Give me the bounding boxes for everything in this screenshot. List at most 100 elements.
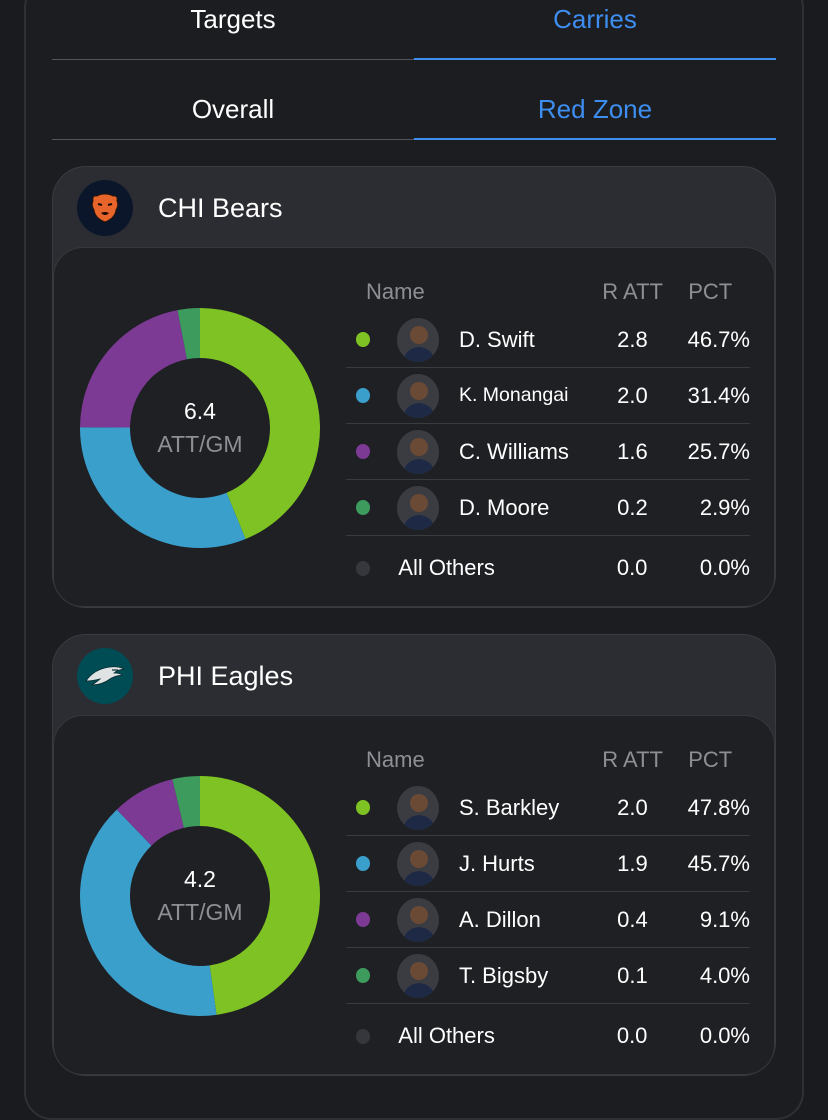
header-pct: PCT bbox=[688, 279, 733, 304]
team-name: CHI Bears bbox=[158, 192, 283, 223]
table-row[interactable]: C. Williams 1.6 25.7% bbox=[346, 424, 750, 480]
player-name: A. Dillon bbox=[458, 906, 541, 932]
player-photo-icon bbox=[403, 793, 436, 830]
series-dot bbox=[356, 800, 371, 815]
player-photo-icon bbox=[403, 961, 436, 998]
player-pct: 45.7% bbox=[687, 850, 750, 876]
player-name: K. Monangai bbox=[458, 384, 569, 406]
player-ratt: 0.2 bbox=[617, 494, 648, 520]
table-row[interactable]: T. Bigsby 0.1 4.0% bbox=[346, 948, 750, 1004]
player-table: Name R ATT PCT D. Swift 2.8 46.7% K. Mon… bbox=[346, 272, 750, 600]
series-dot bbox=[356, 968, 371, 983]
series-dot bbox=[356, 912, 371, 927]
table-row[interactable]: J. Hurts 1.9 45.7% bbox=[346, 836, 750, 892]
player-name: D. Swift bbox=[458, 326, 535, 352]
player-photo-icon bbox=[403, 493, 436, 530]
player-pct: 4.0% bbox=[699, 962, 750, 988]
series-dot bbox=[356, 388, 371, 403]
avatar bbox=[397, 785, 439, 830]
carries-donut-chart: 4.2 ATT/GM bbox=[78, 774, 322, 1018]
player-table: Name R ATT PCT S. Barkley 2.0 47.8% J. H… bbox=[346, 740, 750, 1068]
table-row[interactable]: D. Moore 0.2 2.9% bbox=[346, 480, 750, 536]
player-photo-icon bbox=[403, 325, 436, 362]
series-dot bbox=[356, 500, 371, 515]
player-ratt: 2.8 bbox=[617, 326, 648, 352]
player-photo-icon bbox=[403, 905, 436, 942]
player-ratt: 0.1 bbox=[617, 962, 648, 988]
header-name: Name bbox=[366, 279, 425, 304]
team-header: CHI Bears bbox=[53, 167, 775, 249]
bears-logo-icon bbox=[77, 180, 133, 236]
header-ratt: R ATT bbox=[602, 279, 663, 304]
series-dot bbox=[356, 560, 371, 576]
table-row[interactable]: K. Monangai 2.0 31.4% bbox=[346, 368, 750, 424]
player-pct: 9.1% bbox=[699, 906, 750, 932]
avatar bbox=[397, 429, 439, 474]
team-stats-panel: 6.4 ATT/GM Name R ATT PCT D. Swift 2.8 4… bbox=[53, 247, 775, 607]
eagles-logo-icon bbox=[77, 648, 133, 704]
player-pct: 0.0% bbox=[699, 555, 750, 580]
donut-slice bbox=[200, 776, 321, 1015]
player-name: All Others bbox=[398, 1023, 495, 1048]
donut-slice bbox=[200, 308, 321, 540]
player-name: T. Bigsby bbox=[458, 962, 549, 988]
player-pct: 25.7% bbox=[687, 438, 750, 464]
series-dot bbox=[356, 1028, 371, 1044]
situation-tabs: Overall Red Zone bbox=[52, 80, 776, 140]
team-header: PHI Eagles bbox=[53, 635, 775, 717]
player-name: All Others bbox=[398, 555, 495, 580]
series-dot bbox=[356, 856, 371, 871]
avatar bbox=[397, 897, 439, 942]
series-dot bbox=[356, 444, 371, 459]
carries-donut-chart: 6.4 ATT/GM bbox=[78, 306, 322, 550]
donut-slice bbox=[80, 310, 187, 428]
player-ratt: 1.9 bbox=[617, 850, 648, 876]
team-stats-panel: 4.2 ATT/GM Name R ATT PCT S. Barkley 2.0… bbox=[53, 715, 775, 1075]
tab-overall[interactable]: Overall bbox=[52, 80, 414, 140]
player-ratt: 1.6 bbox=[617, 438, 648, 464]
player-name: J. Hurts bbox=[458, 850, 535, 876]
table-header: Name R ATT PCT bbox=[346, 740, 750, 780]
player-ratt: 0.0 bbox=[616, 555, 648, 580]
avatar bbox=[397, 953, 439, 998]
metric-tabs: Targets Carries bbox=[52, 0, 776, 60]
table-header: Name R ATT PCT bbox=[346, 272, 750, 312]
header-name: Name bbox=[366, 747, 425, 772]
donut-slice bbox=[177, 308, 200, 360]
player-ratt: 2.0 bbox=[617, 382, 648, 408]
player-pct: 46.7% bbox=[687, 326, 750, 352]
tab-red-zone[interactable]: Red Zone bbox=[414, 80, 776, 140]
header-ratt: R ATT bbox=[602, 747, 663, 772]
team-card-phi: PHI Eagles 4.2 ATT/GM Name R ATT PCT S. … bbox=[52, 634, 776, 1076]
table-row[interactable]: All Others 0.0 0.0% bbox=[346, 1004, 750, 1068]
team-name: PHI Eagles bbox=[158, 660, 294, 691]
tab-carries[interactable]: Carries bbox=[414, 0, 776, 60]
player-pct: 31.4% bbox=[687, 382, 750, 408]
donut-slice bbox=[172, 776, 200, 828]
donut-slice bbox=[79, 809, 217, 1016]
player-name: S. Barkley bbox=[458, 794, 560, 820]
player-pct: 0.0% bbox=[699, 1023, 750, 1048]
donut-slice bbox=[116, 779, 184, 846]
avatar bbox=[397, 841, 439, 886]
header-pct: PCT bbox=[688, 747, 733, 772]
series-dot bbox=[356, 332, 371, 347]
table-row[interactable]: S. Barkley 2.0 47.8% bbox=[346, 780, 750, 836]
player-name: C. Williams bbox=[458, 438, 569, 464]
avatar bbox=[397, 317, 439, 362]
table-row[interactable]: All Others 0.0 0.0% bbox=[346, 536, 750, 600]
player-ratt: 0.0 bbox=[616, 1023, 648, 1048]
player-ratt: 2.0 bbox=[617, 794, 648, 820]
table-row[interactable]: D. Swift 2.8 46.7% bbox=[346, 312, 750, 368]
donut-slice bbox=[79, 427, 246, 548]
player-pct: 2.9% bbox=[699, 494, 750, 520]
tab-targets[interactable]: Targets bbox=[52, 0, 414, 60]
table-row[interactable]: A. Dillon 0.4 9.1% bbox=[346, 892, 750, 948]
player-ratt: 0.4 bbox=[617, 906, 648, 932]
avatar bbox=[397, 373, 439, 418]
player-photo-icon bbox=[403, 381, 436, 418]
team-card-chi: CHI Bears 6.4 ATT/GM Name R ATT PCT D. S… bbox=[52, 166, 776, 608]
player-name: D. Moore bbox=[458, 494, 550, 520]
player-photo-icon bbox=[403, 437, 436, 474]
player-photo-icon bbox=[403, 849, 436, 886]
